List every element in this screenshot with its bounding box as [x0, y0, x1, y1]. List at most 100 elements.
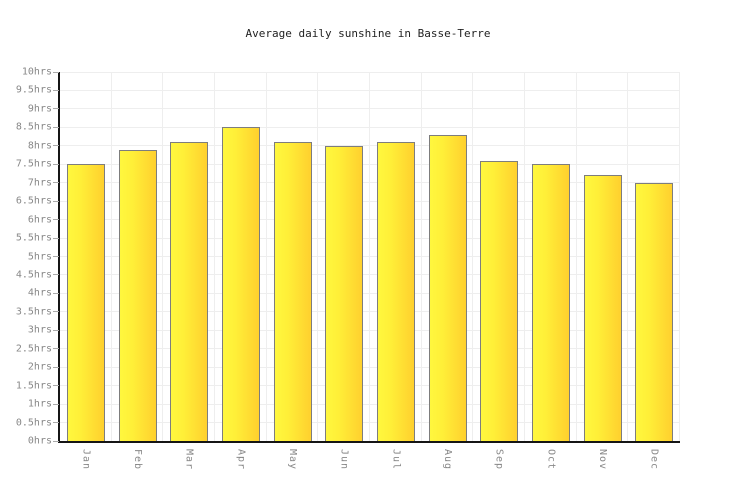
- x-axis-label: May: [287, 449, 298, 471]
- vertical-gridline: [420, 72, 422, 441]
- y-axis-tick-label: 3.5hrs: [15, 306, 52, 318]
- vertical-gridline: [627, 72, 629, 441]
- y-axis-tick: [53, 348, 59, 350]
- horizontal-gridline: [60, 348, 680, 350]
- bar-mar: [170, 142, 209, 441]
- y-axis-tick: [53, 311, 59, 313]
- y-axis-tick: [53, 108, 59, 110]
- vertical-gridline: [369, 72, 370, 441]
- x-axis-label: Sep: [493, 449, 505, 471]
- x-axis-label: Apr: [235, 449, 247, 471]
- y-axis-tick-label: 8hrs: [27, 140, 52, 152]
- horizontal-gridline: [60, 219, 680, 221]
- y-axis-tick: [53, 274, 59, 276]
- y-axis-tick: [53, 422, 59, 424]
- bar-apr: [221, 127, 260, 441]
- plot-area: 0hrs 0.5hrs 1hrs 1.5hrs 2hrs 2.5hrs 3hrs 3.5hrs…: [16, 67, 680, 470]
- vertical-gridline: [162, 72, 164, 441]
- y-axis-tick-label: 0.5hrs: [15, 417, 52, 429]
- y-axis-tick: [53, 200, 59, 202]
- horizontal-gridline: [60, 366, 680, 368]
- x-axis-label: Jun: [338, 449, 350, 471]
- x-axis-label: Mar: [183, 449, 195, 471]
- bar-jun: [325, 145, 364, 441]
- bar-oct: [531, 164, 570, 441]
- bar-dec: [635, 182, 674, 441]
- y-axis-tick-label: 2hrs: [27, 361, 52, 373]
- y-axis-tick: [53, 292, 59, 294]
- horizontal-gridline: [60, 108, 680, 110]
- x-axis-label: Oct: [545, 449, 557, 471]
- y-axis-tick-label: 3hrs: [27, 324, 52, 336]
- vertical-gridline: [110, 72, 112, 441]
- horizontal-gridline: [60, 237, 680, 239]
- y-axis-tick: [53, 89, 59, 91]
- x-axis-label: Dec: [648, 449, 660, 471]
- x-axis-label: Feb: [132, 449, 143, 471]
- y-axis-tick-label: 4.5hrs: [15, 269, 52, 281]
- y-axis-tick-label: 7hrs: [27, 177, 52, 189]
- y-axis-tick: [53, 219, 59, 221]
- vertical-gridline: [524, 72, 525, 441]
- y-axis-tick: [53, 403, 59, 405]
- y-axis-tick: [53, 256, 59, 257]
- horizontal-gridline: [60, 200, 680, 202]
- y-axis-tick: [53, 126, 59, 128]
- y-axis-tick-label: 9.5hrs: [15, 84, 52, 96]
- y-axis-tick-label: 1hrs: [27, 398, 52, 410]
- vertical-gridline: [317, 72, 319, 441]
- horizontal-gridline: [60, 422, 680, 424]
- y-axis-tick-label: 7.5hrs: [15, 158, 52, 170]
- horizontal-gridline: [60, 182, 680, 184]
- x-axis-label: Jan: [80, 449, 92, 471]
- y-axis-tick-label: 9hrs: [27, 103, 52, 115]
- horizontal-gridline: [60, 163, 680, 165]
- bar-aug: [428, 134, 467, 441]
- y-axis-tick-label: 5hrs: [27, 251, 52, 262]
- y-axis-tick: [53, 145, 59, 147]
- y-axis-tick: [53, 71, 59, 73]
- horizontal-gridline: [60, 256, 680, 257]
- horizontal-gridline: [60, 329, 680, 331]
- vertical-gridline: [472, 72, 474, 441]
- bar-nov: [583, 175, 622, 441]
- vertical-gridline: [679, 72, 680, 441]
- vertical-gridline: [214, 72, 215, 441]
- bar-jan: [66, 164, 105, 441]
- horizontal-gridline: [60, 145, 680, 147]
- y-axis-tick: [53, 329, 59, 331]
- bar-feb: [118, 149, 157, 441]
- x-axis-label: Nov: [597, 449, 608, 471]
- y-axis-tick: [53, 385, 59, 387]
- y-axis-tick-label: 2.5hrs: [15, 343, 52, 355]
- y-axis-tick-label: 10hrs: [21, 66, 52, 78]
- y-axis-tick-label: 4hrs: [27, 287, 52, 299]
- bar-may: [273, 142, 312, 441]
- chart-title: Average daily sunshine in Basse-Terre: [245, 27, 491, 40]
- y-axis-tick-label: 1.5hrs: [15, 380, 52, 392]
- y-axis-tick: [53, 237, 59, 239]
- y-axis-tick-label: 0hrs: [27, 435, 52, 447]
- y-axis-tick: [53, 182, 59, 184]
- vertical-gridline: [265, 72, 267, 441]
- horizontal-gridline: [60, 274, 680, 276]
- y-axis-tick-label: 5.5hrs: [15, 232, 52, 244]
- x-axis-label: Jul: [390, 449, 402, 471]
- y-axis-tick: [53, 163, 59, 165]
- horizontal-gridline: [60, 126, 680, 128]
- horizontal-gridline: [60, 403, 680, 405]
- horizontal-gridline: [60, 385, 680, 387]
- y-axis-tick-label: 8.5hrs: [15, 121, 52, 133]
- y-axis-tick: [53, 366, 59, 368]
- horizontal-gridline: [60, 292, 680, 294]
- horizontal-gridline: [60, 89, 680, 91]
- y-axis-tick-label: 6.5hrs: [15, 195, 52, 207]
- vertical-gridline: [575, 72, 577, 441]
- y-axis-tick-label: 6hrs: [27, 214, 52, 226]
- y-axis-tick: [53, 440, 59, 442]
- bar-jul: [376, 142, 415, 441]
- bar-sep: [480, 160, 519, 441]
- horizontal-gridline: [60, 311, 680, 313]
- horizontal-gridline: [60, 71, 680, 73]
